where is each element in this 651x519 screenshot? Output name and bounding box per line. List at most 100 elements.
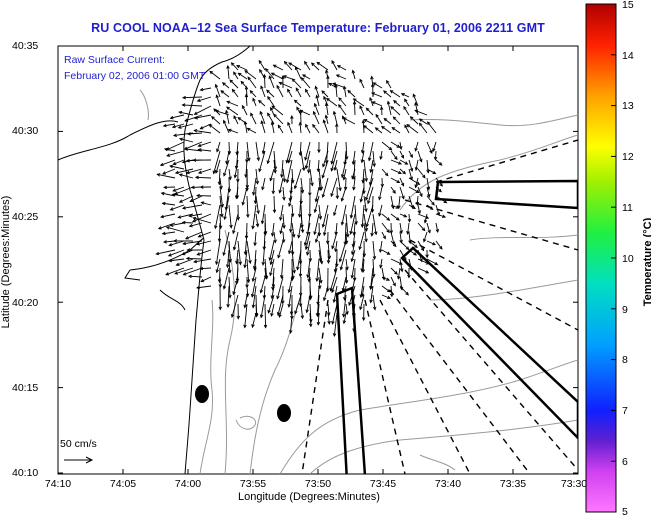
current-vector-head xyxy=(319,279,323,284)
current-vector-head xyxy=(268,75,272,80)
current-vector xyxy=(291,222,295,238)
current-vector xyxy=(390,141,400,148)
current-vector xyxy=(186,257,203,260)
current-vector-head xyxy=(247,157,251,162)
current-vector-head xyxy=(181,160,186,164)
current-vector xyxy=(381,141,392,151)
current-vector xyxy=(261,204,266,224)
colorbar-tick: 6 xyxy=(622,456,628,468)
x-axis-label: Longitude (Degrees:Minutes) xyxy=(238,491,380,503)
current-vector xyxy=(281,159,284,178)
current-vector xyxy=(157,173,176,179)
current-vector-head xyxy=(260,85,264,90)
current-vector xyxy=(408,186,420,193)
current-vector-head xyxy=(433,156,438,161)
current-vector xyxy=(208,124,221,134)
current-vector-head xyxy=(196,242,201,246)
current-vector-head xyxy=(371,101,376,105)
current-vector-head xyxy=(165,226,170,230)
current-vector xyxy=(415,141,419,151)
current-vector-head xyxy=(386,100,391,105)
current-vector xyxy=(249,90,257,98)
current-vector xyxy=(183,240,203,245)
current-vector-head xyxy=(267,95,271,100)
current-vector xyxy=(427,121,437,134)
current-vector-head xyxy=(432,170,437,175)
current-vector-head xyxy=(161,231,166,236)
current-vector-head xyxy=(403,105,407,110)
current-vector xyxy=(219,186,224,208)
current-vector-head xyxy=(250,112,254,117)
current-vector-head xyxy=(258,99,262,104)
current-vector xyxy=(398,195,401,209)
current-vector xyxy=(167,150,185,157)
current-vector-head xyxy=(244,85,249,90)
current-vector-head xyxy=(229,224,233,229)
current-vector xyxy=(370,159,374,173)
current-vector-head xyxy=(279,217,283,221)
current-vector xyxy=(276,276,284,299)
current-vector xyxy=(235,186,239,199)
current-vector xyxy=(295,87,302,98)
current-vector xyxy=(300,177,304,193)
current-vector-head xyxy=(383,117,388,122)
current-vector xyxy=(426,159,429,173)
current-vector-head xyxy=(336,65,341,69)
colorbar-tick: 7 xyxy=(622,405,628,417)
current-vector-head xyxy=(277,254,281,259)
current-vector xyxy=(231,62,239,71)
current-vector xyxy=(189,213,203,217)
current-vector-head xyxy=(429,206,434,210)
current-vector xyxy=(183,267,203,276)
current-vector xyxy=(390,276,396,286)
current-vector-head xyxy=(295,87,300,92)
current-vector-head xyxy=(396,179,401,184)
current-vector-head xyxy=(386,79,390,84)
current-vector-head xyxy=(425,254,429,259)
current-vector-head xyxy=(415,189,420,193)
current-vector xyxy=(299,258,302,277)
current-vector-head xyxy=(235,278,240,283)
current-vector xyxy=(412,94,419,107)
current-vector xyxy=(264,267,267,279)
current-vector-head xyxy=(293,185,298,190)
current-vector-head xyxy=(392,190,396,194)
current-vector-head xyxy=(342,313,346,318)
x-tick: 73:45 xyxy=(369,478,397,490)
current-vector-head xyxy=(340,174,345,179)
current-vector-head xyxy=(318,216,323,221)
current-vector xyxy=(339,240,347,262)
current-vector-head xyxy=(371,92,376,96)
current-vector xyxy=(223,159,230,176)
current-vector xyxy=(381,126,392,134)
current-vector-head xyxy=(252,191,256,196)
current-vector-head xyxy=(423,219,428,224)
current-vector xyxy=(404,98,410,107)
current-vector-head xyxy=(208,124,213,128)
current-vector xyxy=(244,231,248,255)
current-vector xyxy=(345,231,348,244)
current-vector-head xyxy=(319,186,323,191)
current-vector-head xyxy=(169,223,174,227)
current-vector-head xyxy=(171,124,176,129)
current-vector xyxy=(291,204,294,217)
current-vector xyxy=(247,127,257,134)
current-vector xyxy=(228,168,231,180)
current-vector-head xyxy=(392,243,397,248)
current-vector xyxy=(245,94,248,107)
current-vector xyxy=(255,168,258,184)
current-vector xyxy=(223,231,230,256)
current-vector-head xyxy=(261,150,266,155)
current-vector xyxy=(290,303,293,315)
current-vector-head xyxy=(396,275,401,280)
current-vector-head xyxy=(169,164,174,169)
current-vector xyxy=(351,168,356,179)
current-vector xyxy=(323,120,329,134)
current-vector xyxy=(403,106,410,116)
current-vector xyxy=(360,186,365,202)
current-vector-head xyxy=(169,115,174,120)
current-vector xyxy=(196,285,212,289)
current-vector xyxy=(397,267,401,279)
current-vector-head xyxy=(288,202,292,207)
current-vector-head xyxy=(173,239,177,243)
